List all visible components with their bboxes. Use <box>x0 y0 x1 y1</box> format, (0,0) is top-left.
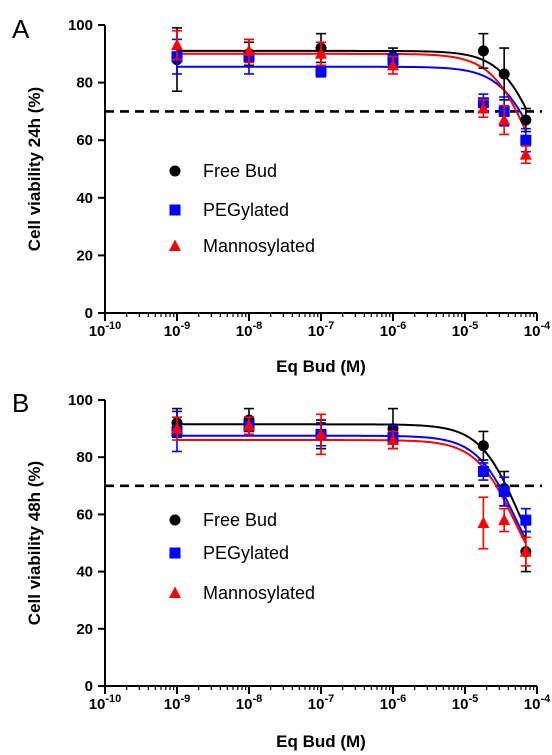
y-tick-label: 40 <box>76 564 93 581</box>
legend-marker <box>169 165 181 177</box>
legend-label: Mannosylated <box>203 583 315 603</box>
y-tick-label: 0 <box>85 305 93 322</box>
data-point <box>315 65 327 77</box>
x-tick-label: 10-4 <box>524 693 551 713</box>
legend-label: Mannosylated <box>203 236 315 256</box>
data-point <box>171 422 183 434</box>
data-point <box>171 38 183 51</box>
data-point <box>498 513 511 526</box>
x-tick-label: 10-4 <box>524 320 551 340</box>
y-tick-label: 40 <box>76 190 93 207</box>
data-point <box>520 114 532 126</box>
y-tick-label: 80 <box>76 75 93 92</box>
y-tick-label: 20 <box>76 247 93 264</box>
data-point <box>477 466 489 477</box>
legend-marker <box>169 239 181 251</box>
panel-label: A <box>12 14 30 44</box>
data-point <box>477 102 490 114</box>
x-tick-label: 10-7 <box>308 693 334 713</box>
fit-curve <box>177 49 527 109</box>
y-axis-label: Cell viability 24h (%) <box>25 87 44 251</box>
legend-marker <box>169 204 181 216</box>
y-tick-label: 100 <box>68 392 93 409</box>
data-point <box>477 440 489 452</box>
fit-curve <box>177 434 527 541</box>
data-point <box>477 516 490 528</box>
x-tick-label: 10-5 <box>452 693 478 713</box>
x-tick-label: 10-8 <box>236 693 262 713</box>
x-tick-label: 10-5 <box>452 320 478 340</box>
legend-label: Free Bud <box>203 161 277 181</box>
data-point <box>498 113 511 126</box>
x-tick-label: 10-10 <box>89 693 122 713</box>
y-tick-label: 80 <box>76 449 93 466</box>
data-point <box>520 514 532 526</box>
x-tick-label: 10-9 <box>164 693 190 713</box>
legend-marker <box>169 586 181 598</box>
y-tick-label: 0 <box>85 678 93 695</box>
data-point <box>315 427 327 440</box>
data-point <box>315 47 327 59</box>
fit-curve <box>177 423 527 530</box>
legend-label: Free Bud <box>203 510 277 530</box>
y-tick-label: 20 <box>76 621 93 638</box>
fit-curve <box>177 52 527 132</box>
chart-panel-a: A 0 20 40 60 80 100 10-10 10-9 10-8 10-7 10-6 10-5 10… <box>12 14 551 376</box>
legend-label: PEGylated <box>203 543 289 563</box>
legend-marker <box>169 514 181 526</box>
data-point <box>477 45 489 57</box>
data-point <box>387 58 399 71</box>
data-point <box>498 68 510 80</box>
data-point <box>519 545 532 557</box>
data-point <box>519 148 532 160</box>
chart-panel-b: B 0 20 40 60 80 100 10-10 10-9 10-8 10-7 10-6 10-5 10… <box>12 388 551 751</box>
data-point <box>498 486 510 498</box>
data-point <box>387 433 399 446</box>
x-tick-label: 10-10 <box>89 320 122 340</box>
x-tick-label: 10-9 <box>164 320 190 340</box>
y-tick-label: 60 <box>76 506 93 523</box>
panel-label: B <box>12 388 29 418</box>
data-point <box>520 134 532 146</box>
x-axis-label: Eq Bud (M) <box>276 357 366 376</box>
y-axis-label: Cell viability 48h (%) <box>25 461 44 625</box>
legend-marker <box>169 547 181 559</box>
y-tick-label: 100 <box>68 17 93 34</box>
data-point <box>243 419 255 431</box>
data-point <box>243 44 255 56</box>
x-tick-label: 10-6 <box>380 693 406 713</box>
legend-label: PEGylated <box>203 200 289 220</box>
y-tick-label: 60 <box>76 132 93 149</box>
x-tick-label: 10-8 <box>236 320 262 340</box>
fit-curve <box>177 439 527 545</box>
fit-curve <box>177 65 527 123</box>
x-tick-label: 10-6 <box>380 320 406 340</box>
x-tick-label: 10-7 <box>308 320 334 340</box>
x-axis-label: Eq Bud (M) <box>276 732 366 751</box>
